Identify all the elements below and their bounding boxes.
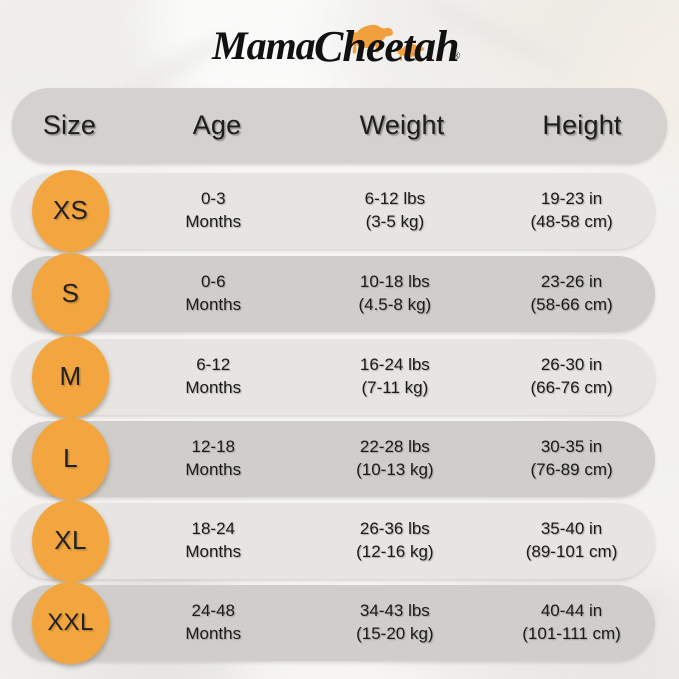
weight-kg: (7-11 kg) xyxy=(361,378,429,397)
size-badge-label: M xyxy=(59,361,82,392)
age-cell: 0-6 Months xyxy=(125,271,302,317)
weight-cell: 26-36 lbs (12-16 kg) xyxy=(302,518,489,564)
header-weight: Weight xyxy=(359,110,445,140)
header-age: Age xyxy=(192,110,242,140)
svg-text:Mama: Mama xyxy=(211,23,316,68)
height-in: 19-23 in xyxy=(540,189,603,209)
age-unit: Months xyxy=(185,542,242,561)
size-badge-label: L xyxy=(63,443,78,474)
size-badge: L xyxy=(32,418,109,500)
age-cell: 0-3 Months xyxy=(125,188,302,234)
weight-kg: (12-16 kg) xyxy=(356,542,434,561)
size-badge: XXL xyxy=(32,582,109,664)
weight-lbs: 34-43 lbs xyxy=(359,601,430,621)
age-unit: Months xyxy=(185,624,242,643)
height-in: 35-40 in xyxy=(540,519,603,539)
height-cm: (48-58 cm) xyxy=(530,212,613,231)
age-value: 24-48 xyxy=(191,601,235,621)
size-badge-label: XS xyxy=(52,195,89,226)
size-badge: M xyxy=(32,336,109,418)
weight-kg: (15-20 kg) xyxy=(356,624,434,643)
height-in: 40-44 in xyxy=(540,601,603,621)
size-badge-label: XL xyxy=(54,525,87,556)
brand-logo: Mama Cheetah ® xyxy=(0,12,679,74)
age-value: 0-3 xyxy=(200,189,226,209)
age-value: 12-18 xyxy=(191,437,235,457)
height-cm: (76-89 cm) xyxy=(530,460,613,479)
height-in: 26-30 in xyxy=(540,355,603,375)
age-value: 6-12 xyxy=(196,355,231,375)
age-cell: 6-12 Months xyxy=(125,354,302,400)
height-cell: 23-26 in (58-66 cm) xyxy=(488,271,655,317)
table-row: XXL 24-48 Months 34-43 lbs (15-20 kg) 40… xyxy=(12,582,655,664)
age-unit: Months xyxy=(185,295,242,314)
svg-text:Cheetah: Cheetah xyxy=(314,22,459,71)
height-in: 30-35 in xyxy=(540,437,603,457)
size-badge: S xyxy=(32,253,109,335)
height-in: 23-26 in xyxy=(540,272,603,292)
table-row: L 12-18 Months 22-28 lbs (10-13 kg) 30-3… xyxy=(12,418,655,500)
weight-lbs: 16-24 lbs xyxy=(359,355,430,375)
weight-cell: 10-18 lbs (4.5-8 kg) xyxy=(302,271,489,317)
size-badge-label: XXL xyxy=(47,608,94,636)
weight-lbs: 26-36 lbs xyxy=(359,519,430,539)
height-cell: 26-30 in (66-76 cm) xyxy=(488,354,655,400)
table-header-row: Size Age Weight Height xyxy=(12,88,667,163)
age-unit: Months xyxy=(185,212,242,231)
height-cm: (58-66 cm) xyxy=(530,295,613,314)
weight-lbs: 10-18 lbs xyxy=(359,272,430,292)
size-badge: XS xyxy=(32,170,109,252)
height-cell: 19-23 in (48-58 cm) xyxy=(488,188,655,234)
weight-cell: 16-24 lbs (7-11 kg) xyxy=(302,354,489,400)
header-size: Size xyxy=(42,110,97,140)
weight-cell: 34-43 lbs (15-20 kg) xyxy=(302,600,489,646)
table-row: XS 0-3 Months 6-12 lbs (3-5 kg) 19-23 in… xyxy=(12,170,655,252)
height-cm: (66-76 cm) xyxy=(530,378,613,397)
age-value: 18-24 xyxy=(191,519,235,539)
weight-cell: 6-12 lbs (3-5 kg) xyxy=(302,188,489,234)
age-unit: Months xyxy=(185,378,242,397)
header-height: Height xyxy=(542,110,622,140)
age-value: 0-6 xyxy=(200,272,226,292)
weight-kg: (10-13 kg) xyxy=(356,460,434,479)
weight-cell: 22-28 lbs (10-13 kg) xyxy=(302,436,489,482)
height-cm: (89-101 cm) xyxy=(525,542,618,561)
weight-lbs: 6-12 lbs xyxy=(364,189,426,209)
age-cell: 12-18 Months xyxy=(125,436,302,482)
weight-kg: (3-5 kg) xyxy=(365,212,425,231)
age-cell: 24-48 Months xyxy=(125,600,302,646)
size-badge-label: S xyxy=(61,278,80,309)
table-row: M 6-12 Months 16-24 lbs (7-11 kg) 26-30 … xyxy=(12,336,655,418)
height-cm: (101-111 cm) xyxy=(522,624,621,643)
height-cell: 30-35 in (76-89 cm) xyxy=(488,436,655,482)
age-unit: Months xyxy=(185,460,242,479)
table-row: XL 18-24 Months 26-36 lbs (12-16 kg) 35-… xyxy=(12,500,655,582)
height-cell: 40-44 in (101-111 cm) xyxy=(488,600,655,646)
cheetah-with-cub-icon: Mama Cheetah ® xyxy=(211,22,460,71)
size-badge: XL xyxy=(32,500,109,582)
age-cell: 18-24 Months xyxy=(125,518,302,564)
weight-kg: (4.5-8 kg) xyxy=(358,295,432,314)
weight-lbs: 22-28 lbs xyxy=(359,437,430,457)
svg-text:®: ® xyxy=(452,50,460,62)
table-row: S 0-6 Months 10-18 lbs (4.5-8 kg) 23-26 … xyxy=(12,253,655,335)
height-cell: 35-40 in (89-101 cm) xyxy=(488,518,655,564)
